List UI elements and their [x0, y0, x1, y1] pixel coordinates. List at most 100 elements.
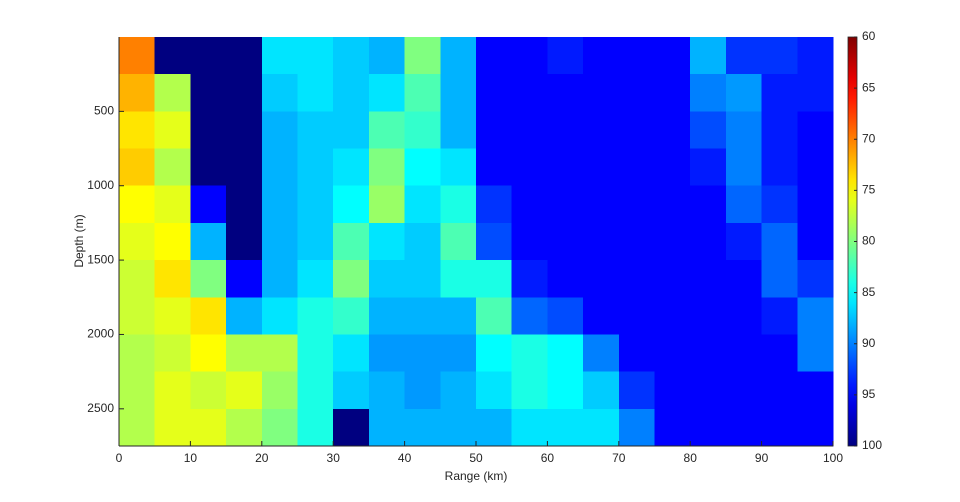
heatmap-cell [476, 74, 513, 112]
heatmap-cell [476, 222, 513, 261]
heatmap-cell [261, 148, 298, 187]
heatmap-cell [404, 408, 441, 447]
heatmap-cell [404, 74, 441, 112]
heatmap-cell [154, 37, 191, 75]
heatmap-cell [440, 297, 477, 335]
heatmap-cell [618, 297, 655, 335]
heatmap-cell [547, 111, 584, 150]
heatmap-cell [725, 408, 763, 447]
heatmap-cell [190, 148, 227, 187]
heatmap-cell [654, 371, 691, 410]
heatmap-cell [761, 222, 798, 261]
heatmap-cell [511, 371, 548, 410]
heatmap-cell [797, 111, 834, 150]
heatmap-cell [654, 334, 691, 373]
heatmap-cell [654, 37, 691, 75]
heatmap-cell [797, 371, 834, 410]
heatmap-cell [261, 74, 298, 112]
heatmap-cell [261, 111, 298, 150]
heatmap-cell [725, 297, 763, 335]
heatmap-cell [404, 371, 441, 410]
heatmap-cell [404, 37, 441, 75]
heatmap-cell [261, 37, 298, 75]
heatmap-cell [476, 260, 513, 298]
heatmap-cell [654, 408, 691, 447]
heatmap-cell [797, 148, 834, 187]
heatmap-cell [654, 74, 691, 112]
heatmap-cell [368, 408, 406, 447]
y-tick-label: 1500 [87, 252, 114, 266]
heatmap-cell [333, 37, 370, 75]
heatmap-cell [690, 111, 727, 150]
colorbar-tick-label: 85 [862, 285, 876, 299]
x-tick-label: 60 [541, 451, 555, 465]
x-tick-label: 90 [755, 451, 769, 465]
heatmap-cell [618, 148, 655, 187]
heatmap-cell [368, 111, 406, 150]
heatmap-cell [797, 297, 834, 335]
heatmap-cell [190, 185, 227, 224]
heatmap-cell [690, 297, 727, 335]
heatmap-cell [725, 185, 763, 224]
heatmap-cell [119, 148, 156, 187]
colorbar-tick-label: 95 [862, 387, 876, 401]
heatmap-cell [404, 148, 441, 187]
heatmap-cell [440, 185, 477, 224]
heatmap-cell [583, 297, 620, 335]
heatmap-cell [654, 297, 691, 335]
heatmap-cell [226, 222, 263, 261]
heatmap-cell [761, 371, 798, 410]
heatmap-cell [368, 37, 406, 75]
heatmap-cell [154, 297, 191, 335]
heatmap-cell [690, 408, 727, 447]
heatmap-cell [797, 74, 834, 112]
y-tick-label: 500 [94, 104, 114, 118]
heatmap-cell [261, 222, 298, 261]
heatmap-cell [690, 371, 727, 410]
heatmap-cell [440, 260, 477, 298]
heatmap-cell [654, 148, 691, 187]
heatmap-cell [690, 260, 727, 298]
heatmap-cell [797, 37, 834, 75]
heatmap-cell [190, 334, 227, 373]
heatmap-cell [511, 74, 548, 112]
heatmap-cell [761, 185, 798, 224]
heatmap-cell [583, 371, 620, 410]
x-tick-label: 10 [184, 451, 198, 465]
colorbar-tick-label: 100 [862, 438, 882, 452]
heatmap-cell [368, 74, 406, 112]
heatmap-cell [226, 148, 263, 187]
heatmap-cell [618, 222, 655, 261]
heatmap-cell [226, 111, 263, 150]
heatmap-cell [440, 148, 477, 187]
heatmap-cell [547, 408, 584, 447]
heatmap-cell [476, 408, 513, 447]
heatmap-cell [154, 148, 191, 187]
heatmap-cell [797, 408, 834, 447]
heatmap-cell [797, 222, 834, 261]
heatmap-cell [154, 371, 191, 410]
heatmap-cell [119, 260, 156, 298]
heatmap-cell [333, 111, 370, 150]
heatmap-cell [511, 37, 548, 75]
heatmap-cell [404, 334, 441, 373]
heatmap-cell [368, 185, 406, 224]
heatmap-cell [654, 222, 691, 261]
heatmap-cell [583, 185, 620, 224]
heatmap-cell [547, 37, 584, 75]
heatmap [119, 37, 834, 447]
heatmap-cell [476, 148, 513, 187]
heatmap-cell [547, 222, 584, 261]
heatmap-cell [761, 260, 798, 298]
heatmap-cell [690, 334, 727, 373]
heatmap-cell [618, 74, 655, 112]
heatmap-cell [618, 260, 655, 298]
heatmap-cell [761, 297, 798, 335]
heatmap-cell [333, 408, 370, 447]
heatmap-cell [297, 148, 334, 187]
heatmap-cell [476, 37, 513, 75]
heatmap-cell [190, 74, 227, 112]
x-tick-label: 50 [469, 451, 483, 465]
heatmap-cell [190, 222, 227, 261]
heatmap-cell [261, 408, 298, 447]
